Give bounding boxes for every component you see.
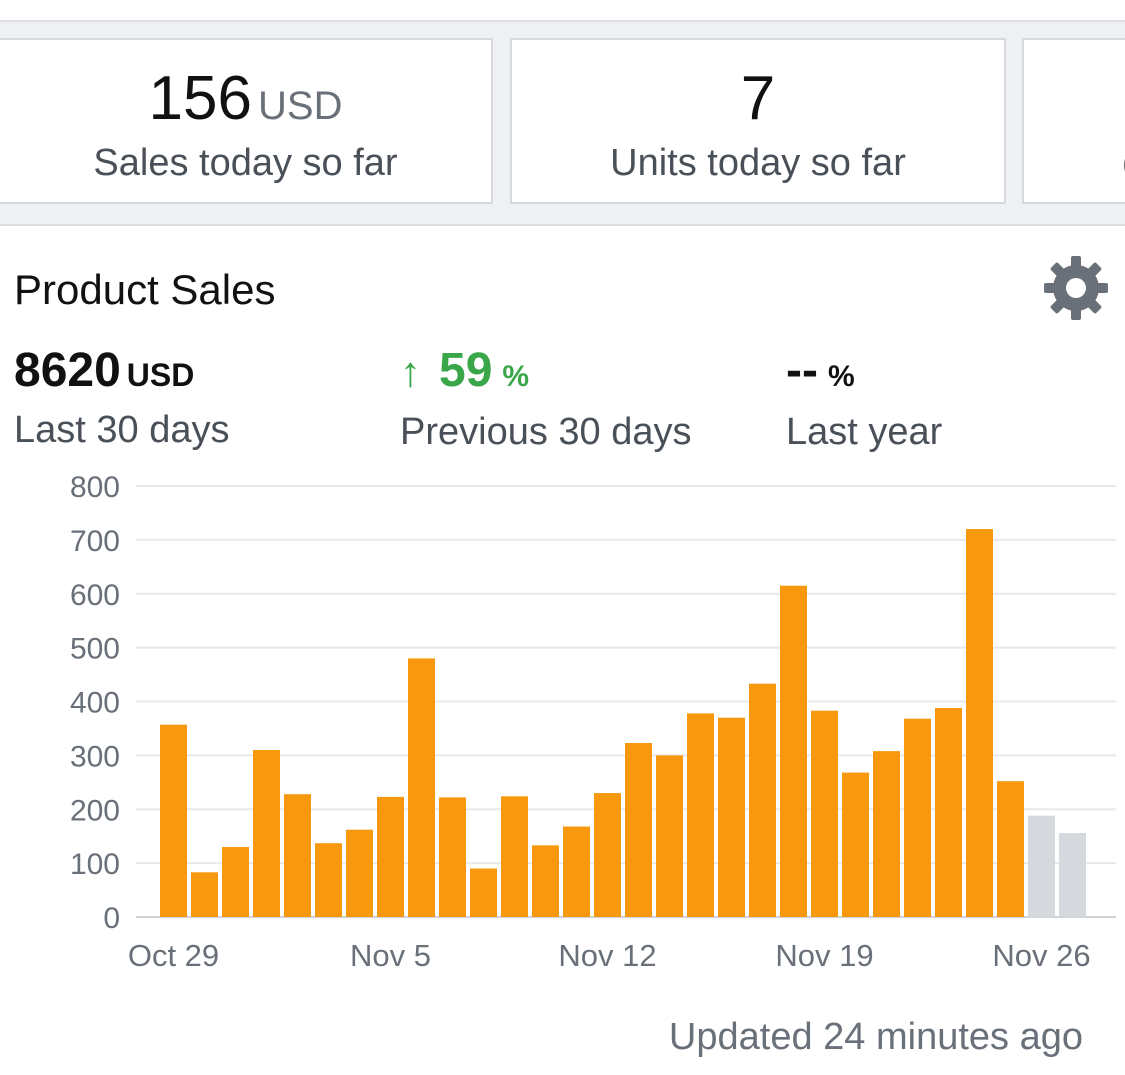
total-sales-label: Last 30 days [14, 409, 230, 451]
bar-nov-11[interactable] [563, 826, 590, 918]
previous-change-unit: % [502, 360, 530, 393]
previous-change-value: 59 [439, 344, 493, 397]
bar-nov-27[interactable] [1059, 833, 1086, 917]
bar-nov-1[interactable] [253, 750, 280, 917]
top-strip [0, 0, 1125, 22]
third-card-label-fragment: ( [1122, 140, 1125, 186]
last-year-value: -- [786, 344, 818, 397]
bar-nov-14[interactable] [656, 755, 683, 917]
product-sales-chart: 0 100 200 300 400 500 600 700 800 Oct 29 Nov 5 Nov… [70, 471, 1116, 973]
bar-nov-19[interactable] [811, 710, 838, 917]
metric-last-year: --% Last year [786, 340, 942, 456]
sales-today-value: 156 [148, 64, 252, 133]
bar-nov-10[interactable] [532, 845, 559, 917]
bar-nov-15[interactable] [687, 713, 714, 917]
y-tick-label: 100 [70, 848, 120, 881]
summary-cards: 156 USD Sales today so far 7 Units today … [0, 22, 1125, 226]
total-sales-value-row: 8620 USD [14, 340, 229, 406]
bar-nov-7[interactable] [439, 797, 466, 917]
units-today-label: Units today so far [610, 142, 906, 184]
last-year-unit: % [827, 360, 855, 393]
bar-nov-22[interactable] [904, 718, 931, 917]
units-today-value: 7 [740, 64, 776, 133]
bar-nov-6[interactable] [408, 658, 435, 917]
y-tick-label: 200 [70, 794, 120, 827]
sales-today-unit: USD [258, 84, 343, 128]
bar-nov-8[interactable] [470, 868, 497, 918]
sales-today-value-row: 156 USD [0, 64, 491, 141]
bar-nov-13[interactable] [625, 743, 652, 917]
previous-change-label: Previous 30 days [400, 411, 692, 453]
bar-nov-5[interactable] [377, 796, 404, 917]
last-year-label: Last year [786, 411, 943, 453]
y-tick-label: 0 [103, 902, 120, 935]
y-tick-label: 800 [70, 471, 120, 504]
y-tick-label: 400 [70, 687, 120, 720]
total-sales-unit: USD [126, 357, 195, 393]
bar-nov-20[interactable] [842, 772, 869, 917]
bar-oct-29[interactable] [160, 724, 187, 917]
sales-today-label: Sales today so far [93, 142, 398, 184]
arrow-up-icon: ↑ [400, 348, 421, 395]
bar-nov-17[interactable] [749, 683, 776, 917]
units-today-card[interactable]: 7 Units today so far [510, 38, 1006, 204]
y-tick-label: 300 [70, 740, 120, 773]
bar-nov-9[interactable] [501, 796, 528, 917]
updated-timestamp: Updated 24 minutes ago [668, 1016, 1083, 1058]
bar-nov-2[interactable] [284, 794, 311, 917]
bar-nov-25[interactable] [997, 781, 1024, 917]
section-title: Product Sales [14, 266, 276, 313]
bar-oct-31[interactable] [222, 847, 249, 917]
bar-nov-23[interactable] [935, 708, 962, 917]
bar-oct-30[interactable] [191, 872, 218, 917]
metric-previous-30-days: ↑ 59% Previous 30 days [400, 340, 692, 456]
y-tick-label: 600 [70, 579, 120, 612]
bar-nov-24[interactable] [966, 529, 993, 917]
gear-icon[interactable] [1042, 254, 1110, 322]
last-year-value-row: --% [786, 340, 942, 408]
x-tick-label: Oct 29 [128, 938, 219, 973]
x-tick-label: Nov 5 [350, 938, 431, 973]
y-tick-label: 500 [70, 633, 120, 666]
x-tick-label: Nov 12 [558, 938, 656, 973]
bar-nov-21[interactable] [873, 751, 900, 917]
bar-nov-3[interactable] [315, 843, 342, 917]
third-card-partial[interactable]: ( [1022, 38, 1125, 204]
previous-change-value-row: ↑ 59% [400, 340, 692, 408]
bar-nov-4[interactable] [346, 829, 373, 917]
bar-nov-16[interactable] [718, 717, 745, 917]
bar-nov-12[interactable] [594, 793, 621, 917]
bar-nov-18[interactable] [780, 585, 807, 917]
x-tick-label: Nov 19 [775, 938, 873, 973]
x-tick-label: Nov 26 [992, 938, 1090, 973]
total-sales-value: 8620 [14, 344, 121, 397]
sales-today-card[interactable]: 156 USD Sales today so far [0, 38, 493, 204]
bar-nov-26[interactable] [1028, 815, 1055, 917]
y-tick-label: 700 [70, 525, 120, 558]
metric-last-30-days: 8620 USD Last 30 days [14, 340, 229, 454]
